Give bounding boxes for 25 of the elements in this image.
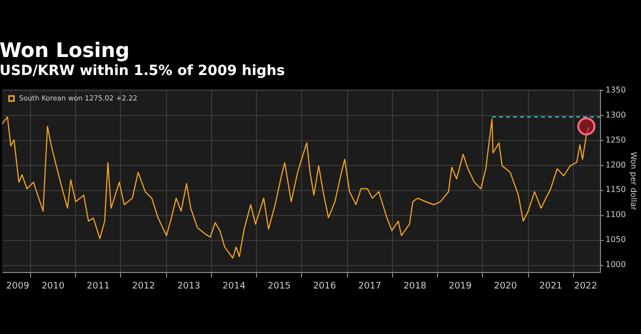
x-tick-label: 2014	[222, 282, 246, 292]
x-tick-label: 2016	[313, 282, 336, 292]
x-tick-label: 2011	[86, 282, 110, 292]
y-tick-label: 1300	[606, 110, 626, 120]
y-tick-label: 1350	[606, 85, 626, 94]
y-tick-label: 1050	[606, 235, 626, 244]
x-tick-label: 2020	[494, 282, 518, 292]
y-tick-label: 1200	[606, 160, 626, 170]
x-tick-label: 2017	[358, 282, 382, 292]
x-tick-label: 2019	[448, 282, 472, 292]
y-axis-title: Won per dollar	[628, 152, 638, 211]
x-tick-label: 2009	[6, 282, 30, 292]
x-tick-label: 2018	[404, 282, 427, 292]
x-tick-label: 2012	[132, 282, 156, 292]
x-tick-label: 2010	[42, 282, 65, 292]
x-tick-label: 2015	[268, 282, 291, 292]
chart-title: Won Losing	[0, 38, 130, 62]
x-tick-label: 2021	[539, 282, 562, 292]
chart-subtitle: USD/KRW within 1.5% of 2009 highs	[0, 62, 285, 79]
y-tick-label: 1150	[606, 185, 626, 194]
y-tick-label: 1000	[606, 260, 626, 270]
y-tick-label: 1250	[606, 135, 626, 144]
x-tick-label: 2013	[177, 282, 200, 292]
y-tick-label: 1100	[606, 210, 626, 220]
x-tick-label: 2022	[574, 282, 598, 292]
